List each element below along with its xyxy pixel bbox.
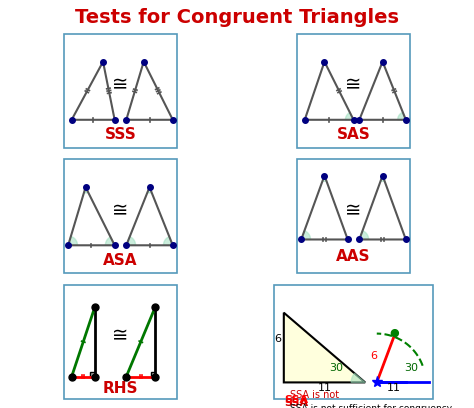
Text: ≅: ≅ [112,75,128,94]
Polygon shape [147,187,152,193]
FancyBboxPatch shape [64,159,177,273]
Text: SAS: SAS [337,127,370,142]
Polygon shape [126,237,136,245]
Polygon shape [301,231,310,239]
Bar [151,372,155,377]
Text: 6: 6 [274,334,282,344]
Bar [90,372,95,377]
FancyBboxPatch shape [297,34,410,148]
Text: 11: 11 [318,383,331,392]
Text: ≅: ≅ [346,201,362,220]
Polygon shape [346,113,354,120]
Polygon shape [359,231,369,239]
Text: 11: 11 [387,383,401,392]
Text: ●: ● [389,328,399,338]
FancyBboxPatch shape [297,159,410,273]
Text: ≅: ≅ [346,75,362,94]
Polygon shape [351,373,365,382]
Polygon shape [398,112,406,120]
Polygon shape [164,237,173,245]
Text: Tests for Congruent Triangles: Tests for Congruent Triangles [75,8,399,27]
FancyBboxPatch shape [274,285,433,399]
Text: SSA: SSA [284,398,308,408]
Text: RHS: RHS [103,381,138,396]
Text: ASA: ASA [103,253,138,268]
Text: AAS: AAS [336,249,371,264]
Polygon shape [68,236,77,245]
Text: SSS: SSS [105,127,137,142]
Text: 30: 30 [329,363,343,373]
Text: SSA is not sufficient for congruency.: SSA is not sufficient for congruency. [290,404,453,408]
FancyBboxPatch shape [64,285,177,399]
Polygon shape [381,175,384,182]
Text: ≅: ≅ [112,326,128,346]
Text: SSA: SSA [284,395,308,405]
Polygon shape [322,175,327,182]
Text: SSA is not: SSA is not [290,390,339,399]
Text: ≅: ≅ [112,201,128,220]
FancyBboxPatch shape [64,34,177,148]
Polygon shape [284,313,365,382]
Polygon shape [105,237,115,245]
Text: 30: 30 [405,363,419,373]
Polygon shape [84,187,88,193]
Text: 6: 6 [370,351,377,361]
